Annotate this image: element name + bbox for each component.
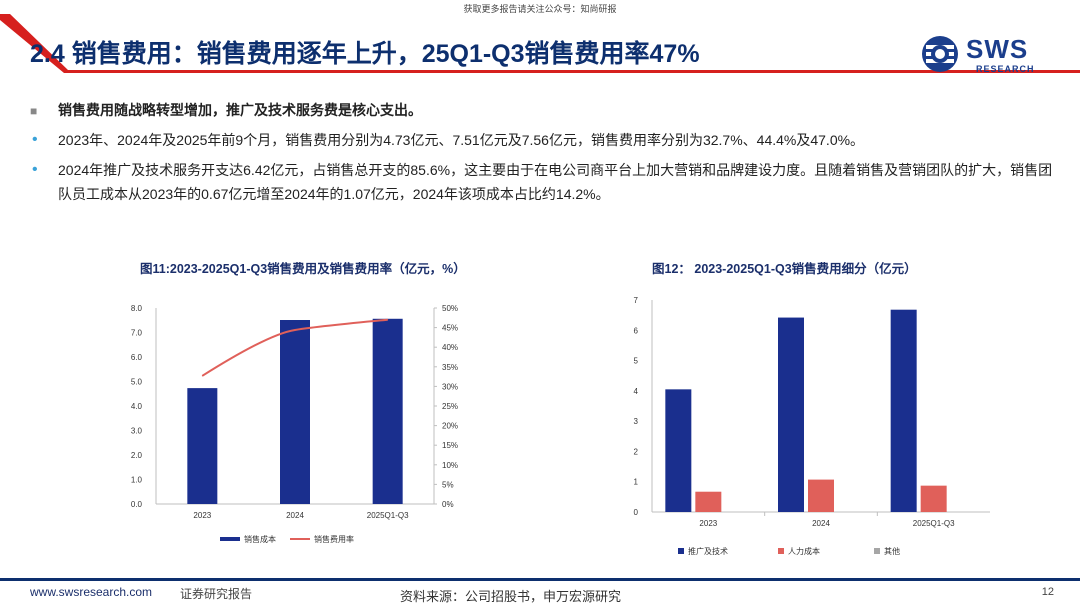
y-right-tick-label: 30% bbox=[442, 382, 458, 391]
y-left-tick-label: 2.0 bbox=[131, 451, 143, 460]
bar-labor-cost bbox=[920, 485, 947, 512]
y-right-tick-label: 40% bbox=[442, 343, 458, 352]
legend-label: 销售成本 bbox=[244, 534, 276, 544]
bullet-lead: ■ 销售费用随战略转型增加，推广及技术服务费是核心支出。 bbox=[30, 98, 1060, 122]
line-point bbox=[387, 319, 389, 321]
x-tick-label: 2023 bbox=[699, 519, 717, 528]
bar-labor-cost bbox=[808, 479, 834, 512]
bullet-text: 2023年、2024年及2025年前9个月，销售费用分别为4.73亿元、7.51… bbox=[58, 132, 865, 148]
bar-promotion-tech bbox=[778, 317, 804, 512]
x-tick-label: 2023 bbox=[193, 511, 211, 520]
bar-sales-cost bbox=[187, 388, 218, 504]
y-tick-label: 2 bbox=[634, 447, 639, 456]
bar-promotion-tech bbox=[665, 389, 692, 512]
dot-bullet-icon: • bbox=[32, 131, 38, 148]
logo-subtitle: RESEARCH bbox=[976, 64, 1035, 74]
footer-label: 证券研究报告 bbox=[180, 587, 253, 601]
logo-wordmark: SWS bbox=[966, 34, 1029, 64]
title-bar: 2.4 销售费用：销售费用逐年上升，25Q1-Q3销售费用率47% SWS RE… bbox=[0, 14, 1080, 78]
page-title: 2.4 销售费用：销售费用逐年上升，25Q1-Q3销售费用率47% bbox=[30, 40, 700, 68]
legend-swatch-bar bbox=[220, 537, 240, 541]
y-right-tick-label: 45% bbox=[442, 324, 458, 333]
y-tick-label: 3 bbox=[634, 417, 639, 426]
y-right-tick-label: 0% bbox=[442, 500, 454, 509]
bullet-list: ■ 销售费用随战略转型增加，推广及技术服务费是核心支出。 • 2023年、202… bbox=[30, 98, 1060, 212]
bar-labor-cost bbox=[695, 491, 722, 512]
legend-label: 推广及技术 bbox=[688, 546, 728, 556]
watermark-text: 获取更多报告请关注公众号：知尚研报 bbox=[463, 4, 617, 14]
chart-12-title: 图12： 2023-2025Q1-Q3销售费用细分（亿元） bbox=[652, 262, 917, 276]
y-left-tick-label: 1.0 bbox=[131, 476, 143, 485]
line-point bbox=[294, 329, 296, 331]
y-right-tick-label: 50% bbox=[442, 304, 458, 313]
y-right-tick-label: 20% bbox=[442, 422, 458, 431]
footer-divider bbox=[0, 578, 1080, 581]
x-tick-label: 2025Q1-Q3 bbox=[367, 511, 409, 520]
page-number: 12 bbox=[1041, 586, 1054, 598]
y-right-tick-label: 15% bbox=[442, 441, 458, 450]
source-note: 资料来源：公司招股书，申万宏源研究 bbox=[400, 589, 622, 604]
y-left-tick-label: 8.0 bbox=[131, 304, 143, 313]
sws-logo: SWS RESEARCH bbox=[920, 32, 1060, 78]
sws-logo-icon bbox=[922, 36, 958, 72]
legend-swatch bbox=[778, 548, 784, 554]
chart-12: 0 1 2 3 4 5 6 7 2023 2024 2025Q1-Q3 推广及技术 人力成本 其他 bbox=[634, 296, 990, 556]
x-tick-label: 2024 bbox=[812, 519, 830, 528]
line-point bbox=[201, 375, 203, 377]
bar-sales-cost bbox=[280, 320, 310, 504]
y-left-tick-label: 3.0 bbox=[131, 427, 143, 436]
y-tick-label: 4 bbox=[634, 387, 639, 396]
legend-label: 销售费用率 bbox=[314, 534, 354, 544]
chart-11: 0.0 1.0 2.0 3.0 4.0 5.0 6.0 7.0 8.0 0% 5% 10% 15% 20%… bbox=[131, 304, 458, 544]
y-right-tick-label: 35% bbox=[442, 363, 458, 372]
square-bullet-icon: ■ bbox=[30, 104, 38, 118]
footer-website-link[interactable]: www.swsresearch.com bbox=[30, 585, 153, 599]
y-left-tick-label: 7.0 bbox=[131, 329, 143, 338]
y-tick-label: 1 bbox=[634, 478, 639, 487]
bullet-item: • 2023年、2024年及2025年前9个月，销售费用分别为4.73亿元、7.… bbox=[30, 128, 1060, 152]
y-right-tick-label: 10% bbox=[442, 461, 458, 470]
legend-swatch bbox=[874, 548, 880, 554]
y-tick-label: 7 bbox=[634, 296, 639, 305]
y-left-tick-label: 4.0 bbox=[131, 402, 143, 411]
y-tick-label: 5 bbox=[634, 357, 639, 366]
dot-bullet-icon: • bbox=[32, 161, 38, 178]
bullet-text: 2024年推广及技术服务开支达6.42亿元，占销售总开支的85.6%，这主要由于… bbox=[58, 162, 1053, 202]
bar-promotion-tech bbox=[890, 309, 917, 512]
y-right-tick-label: 5% bbox=[442, 480, 454, 489]
y-tick-label: 0 bbox=[634, 508, 639, 517]
bullet-text: 销售费用随战略转型增加，推广及技术服务费是核心支出。 bbox=[58, 102, 422, 118]
y-tick-label: 6 bbox=[634, 326, 639, 335]
y-left-tick-label: 0.0 bbox=[131, 500, 143, 509]
y-right-tick-label: 25% bbox=[442, 402, 458, 411]
y-left-tick-label: 5.0 bbox=[131, 378, 143, 387]
x-tick-label: 2024 bbox=[286, 511, 304, 520]
y-left-tick-label: 6.0 bbox=[131, 353, 143, 362]
legend-label: 人力成本 bbox=[788, 546, 820, 556]
x-tick-label: 2025Q1-Q3 bbox=[913, 519, 955, 528]
bar-sales-cost bbox=[372, 318, 403, 504]
legend-label: 其他 bbox=[884, 546, 900, 556]
bullet-item: • 2024年推广及技术服务开支达6.42亿元，占销售总开支的85.6%，这主要… bbox=[30, 158, 1060, 206]
legend-swatch bbox=[678, 548, 684, 554]
chart-11-title: 图11:2023-2025Q1-Q3销售费用及销售费用率（亿元，%） bbox=[140, 262, 466, 276]
